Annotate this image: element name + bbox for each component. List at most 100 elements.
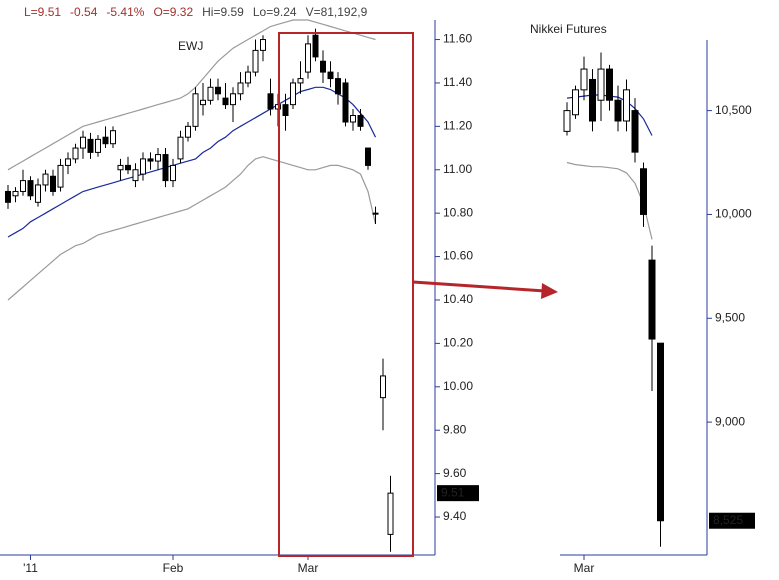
candle-body <box>580 68 588 91</box>
candle-body <box>623 89 630 122</box>
y-tick-label: 10.40 <box>443 292 473 306</box>
y-tick-label: 10,500 <box>715 103 752 117</box>
y-tick-label: 10.80 <box>443 205 473 219</box>
candle-body <box>72 147 79 160</box>
candle-body <box>42 173 49 186</box>
candle-body <box>155 154 161 162</box>
candle-body <box>102 136 109 145</box>
price-tag-label: 8,525 <box>713 513 743 527</box>
chart-title: Nikkei Futures <box>530 22 607 36</box>
candle-body <box>312 34 319 58</box>
candle-body <box>372 212 379 215</box>
y-tick-label: 11.00 <box>443 162 472 176</box>
candle-body <box>631 110 639 153</box>
header-item: O=9.32 <box>153 5 193 19</box>
candle-body <box>260 39 266 51</box>
candle-body <box>267 93 274 110</box>
candle-body <box>177 136 184 160</box>
y-tick-label: 10.60 <box>443 249 473 263</box>
header-item: V=81,192,9 <box>306 5 368 19</box>
chart-title: EWJ <box>178 39 203 53</box>
x-tick-label: Feb <box>163 561 184 575</box>
candle-body <box>117 164 124 171</box>
candle-body <box>147 158 154 162</box>
candle-body <box>162 154 169 182</box>
candle-body <box>320 60 326 73</box>
header-item: Hi=9.59 <box>202 5 244 19</box>
candle-body <box>237 82 244 95</box>
highlight-box <box>278 32 414 557</box>
candle-body <box>572 89 579 116</box>
header-item: L=9.51 <box>24 5 61 19</box>
candle-body <box>12 190 19 197</box>
candle-body <box>95 138 101 153</box>
candle-body <box>222 97 229 106</box>
candle-body <box>657 342 664 522</box>
candle-body <box>380 375 386 399</box>
candle-body <box>170 164 176 182</box>
header-item: -0.54 <box>70 5 98 19</box>
candle-body <box>282 104 289 116</box>
candle-body <box>125 164 131 171</box>
x-tick-label: '11 <box>23 561 38 575</box>
candle-body <box>207 86 214 101</box>
band-line <box>566 161 653 240</box>
y-tick-label: 9,000 <box>715 414 745 428</box>
candle-body <box>305 43 311 73</box>
candle-body <box>20 180 26 192</box>
arrow-head <box>541 283 558 299</box>
candle-body <box>365 147 371 166</box>
candle-body <box>606 68 613 101</box>
candle-body <box>342 82 349 123</box>
arrow-shaft <box>412 280 546 293</box>
y-tick-label: 9.40 <box>443 509 467 523</box>
candle-body <box>327 71 334 80</box>
candle-body <box>132 169 139 182</box>
candle-body <box>648 259 656 340</box>
candle-body <box>110 130 116 145</box>
candle-body <box>50 175 56 192</box>
price-tag <box>709 512 755 529</box>
candle-body <box>563 110 571 132</box>
y-tick-label: 10.20 <box>443 336 473 350</box>
candle-body <box>640 168 647 215</box>
price-tag-label: 9.51 <box>441 485 465 499</box>
header-item: -5.41% <box>106 5 144 19</box>
candle-body <box>140 158 146 175</box>
candle-body <box>290 82 296 106</box>
y-tick-label: 11.40 <box>443 75 472 89</box>
candle-body <box>35 184 41 203</box>
candle-body <box>200 99 206 106</box>
candle-body <box>597 68 605 101</box>
candle-body <box>252 49 259 73</box>
y-tick-label: 9.80 <box>443 422 467 436</box>
y-tick-label: 11.60 <box>443 32 472 46</box>
candle-body <box>185 125 191 138</box>
candle-body <box>387 492 394 535</box>
x-tick-label: Mar <box>574 561 595 575</box>
candle-body <box>215 86 221 95</box>
candle-body <box>350 114 356 123</box>
candle-body <box>589 78 596 122</box>
candle-body <box>80 136 86 149</box>
candle-body <box>65 158 71 166</box>
y-tick-label: 9,500 <box>715 310 745 324</box>
candle-body <box>57 164 64 188</box>
band-line <box>7 86 377 238</box>
band-line <box>7 156 377 301</box>
y-tick-label: 11.20 <box>443 119 472 133</box>
candle-body <box>27 180 34 197</box>
candle-body <box>87 138 94 153</box>
y-tick-label: 10.00 <box>443 379 473 393</box>
y-tick-label: 10,000 <box>715 207 752 221</box>
x-tick-label: Mar <box>298 561 319 575</box>
header-item: Lo=9.24 <box>253 5 297 19</box>
candle-body <box>230 93 236 106</box>
candle-body <box>192 93 199 127</box>
header: L=9.51 -0.54 -5.41% O=9.32 Hi=9.59 Lo=9.24 V=8… <box>24 5 368 19</box>
candle-body <box>614 99 622 122</box>
candle-body <box>245 71 251 84</box>
candle-body <box>335 78 341 95</box>
plot-layer: EWJ L=9.51 -0.54 -5.41% O=9.32 Hi=9.59 Lo=9.24… <box>0 5 755 575</box>
